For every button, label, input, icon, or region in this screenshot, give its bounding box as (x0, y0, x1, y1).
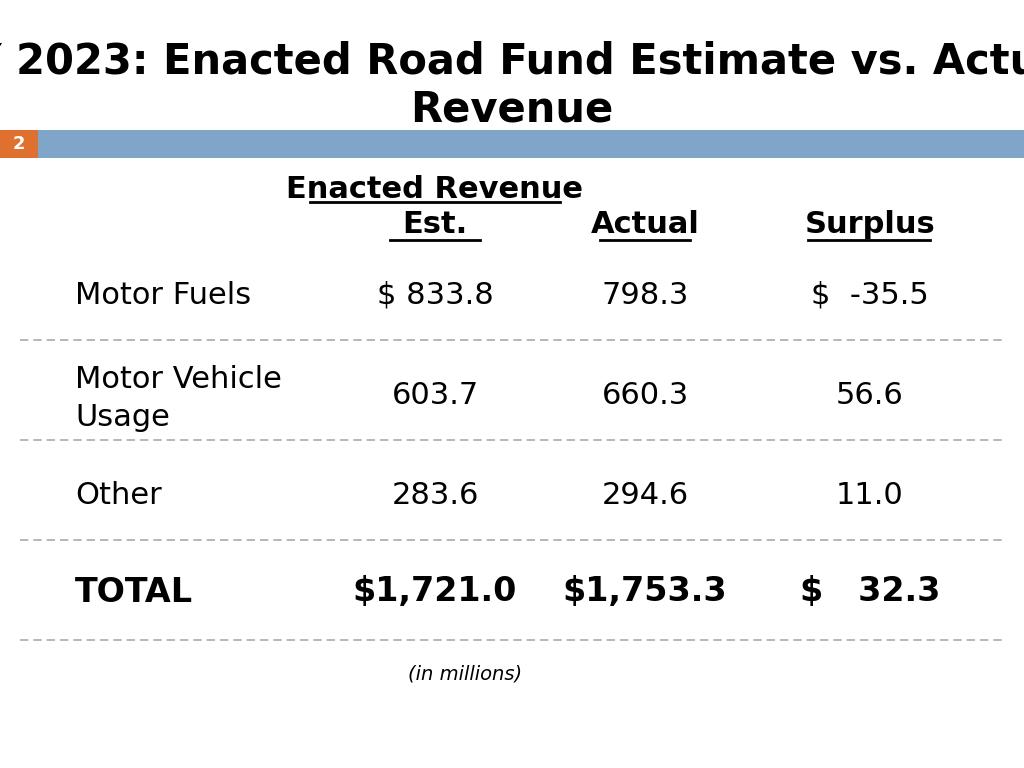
Text: 798.3: 798.3 (601, 280, 689, 310)
Text: Revenue: Revenue (411, 88, 613, 130)
Text: Surplus: Surplus (805, 210, 935, 239)
Text: $  -35.5: $ -35.5 (811, 280, 929, 310)
Text: Other: Other (75, 481, 162, 509)
Text: $1,721.0: $1,721.0 (353, 575, 517, 608)
Text: 2: 2 (12, 135, 26, 153)
Bar (0, 130, 1024, 158)
Text: 56.6: 56.6 (837, 380, 904, 409)
Text: Est.: Est. (402, 210, 468, 239)
Bar (0, 130, 38, 158)
Text: $ 833.8: $ 833.8 (377, 280, 494, 310)
Text: 294.6: 294.6 (601, 481, 688, 509)
Text: Usage: Usage (75, 402, 170, 432)
Text: Actual: Actual (591, 210, 699, 239)
Text: Motor Vehicle: Motor Vehicle (75, 366, 282, 395)
Text: $1,753.3: $1,753.3 (562, 575, 727, 608)
Text: Motor Fuels: Motor Fuels (75, 280, 251, 310)
Text: $   32.3: $ 32.3 (800, 575, 940, 608)
Text: Enacted Revenue: Enacted Revenue (287, 175, 584, 204)
Text: 283.6: 283.6 (391, 481, 478, 509)
Text: 660.3: 660.3 (601, 380, 688, 409)
Text: FY 2023: Enacted Road Fund Estimate vs. Actual: FY 2023: Enacted Road Fund Estimate vs. … (0, 40, 1024, 82)
Text: (in millions): (in millions) (408, 665, 522, 684)
Text: 11.0: 11.0 (837, 481, 904, 509)
Text: 603.7: 603.7 (391, 380, 478, 409)
Text: TOTAL: TOTAL (75, 575, 194, 608)
